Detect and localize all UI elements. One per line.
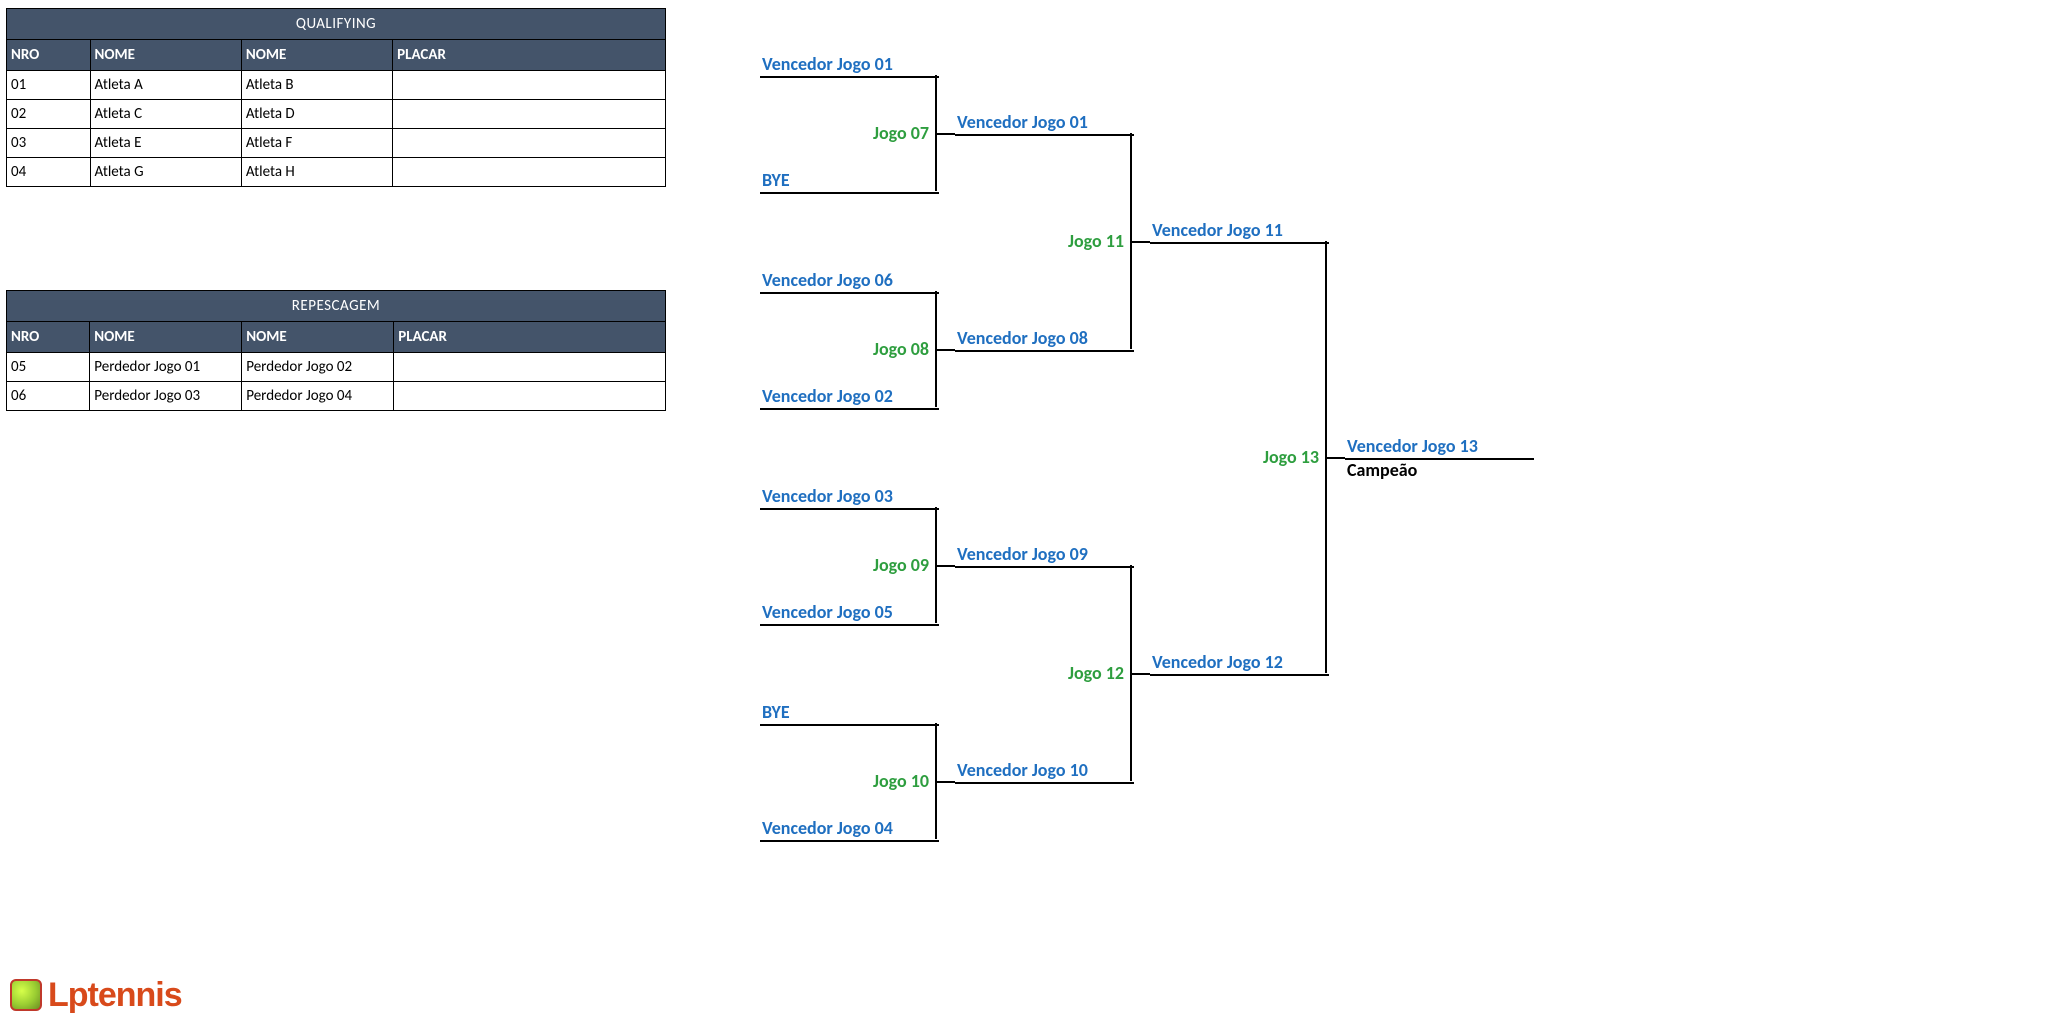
bracket-game-label: Jogo 09 bbox=[760, 554, 929, 576]
table-row: 03 Atleta E Atleta F bbox=[7, 129, 666, 158]
bracket-diagram: Vencedor Jogo 01 BYE Jogo 07 Vencedor Jogo … bbox=[760, 55, 2040, 995]
bracket-game-label: Jogo 13 bbox=[1150, 446, 1319, 468]
cell: Atleta F bbox=[241, 129, 392, 158]
bracket-player: Vencedor Jogo 12 bbox=[1150, 651, 1329, 676]
bracket-player: Vencedor Jogo 04 bbox=[760, 817, 939, 842]
bracket-champion-label: Campeão bbox=[1345, 459, 1417, 481]
cell: Atleta D bbox=[241, 100, 392, 129]
bracket-connector bbox=[935, 349, 955, 351]
table-row: 06 Perdedor Jogo 03 Perdedor Jogo 04 bbox=[7, 382, 666, 411]
cell bbox=[393, 158, 666, 187]
cell: Atleta C bbox=[90, 100, 241, 129]
cell: 06 bbox=[7, 382, 90, 411]
bracket-player: Vencedor Jogo 11 bbox=[1150, 219, 1329, 244]
cell: 01 bbox=[7, 71, 91, 100]
cell bbox=[394, 382, 666, 411]
cell: Atleta E bbox=[90, 129, 241, 158]
lptennis-logo: Lptennis bbox=[10, 978, 182, 1012]
bracket-game-label: Jogo 07 bbox=[760, 122, 929, 144]
cell: Perdedor Jogo 02 bbox=[242, 353, 394, 382]
cell: Atleta A bbox=[90, 71, 241, 100]
cell: 02 bbox=[7, 100, 91, 129]
col-header: NRO bbox=[7, 40, 91, 71]
logo-text: Lptennis bbox=[48, 978, 182, 1012]
col-header: NOME bbox=[90, 40, 241, 71]
cell: 03 bbox=[7, 129, 91, 158]
bracket-player: Vencedor Jogo 03 bbox=[760, 485, 939, 510]
cell: 04 bbox=[7, 158, 91, 187]
bracket-player: Vencedor Jogo 02 bbox=[760, 385, 939, 410]
cell bbox=[394, 353, 666, 382]
bracket-game-label: Jogo 12 bbox=[955, 662, 1124, 684]
bracket-player: BYE bbox=[760, 701, 939, 726]
bracket-connector bbox=[1130, 673, 1150, 675]
cell: Perdedor Jogo 03 bbox=[90, 382, 242, 411]
col-header: NOME bbox=[90, 322, 242, 353]
table-row: 04 Atleta G Atleta H bbox=[7, 158, 666, 187]
col-header: NRO bbox=[7, 322, 90, 353]
col-header: NOME bbox=[242, 322, 394, 353]
cell: Atleta G bbox=[90, 158, 241, 187]
qualifying-table: QUALIFYING NRO NOME NOME PLACAR 01 Atlet… bbox=[6, 8, 666, 187]
bracket-connector bbox=[1325, 457, 1345, 459]
cell bbox=[393, 100, 666, 129]
bracket-game-label: Jogo 10 bbox=[760, 770, 929, 792]
qualifying-title: QUALIFYING bbox=[7, 9, 666, 40]
cell: Perdedor Jogo 01 bbox=[90, 353, 242, 382]
bracket-game-label: Jogo 11 bbox=[955, 230, 1124, 252]
cell: Atleta B bbox=[241, 71, 392, 100]
bracket-connector bbox=[935, 781, 955, 783]
cell bbox=[393, 71, 666, 100]
col-header: PLACAR bbox=[393, 40, 666, 71]
repescagem-table: REPESCAGEM NRO NOME NOME PLACAR 05 Perde… bbox=[6, 290, 666, 411]
bracket-connector bbox=[1130, 241, 1150, 243]
bracket-player: Vencedor Jogo 01 bbox=[955, 111, 1134, 136]
cell: Atleta H bbox=[241, 158, 392, 187]
table-row: 02 Atleta C Atleta D bbox=[7, 100, 666, 129]
table-row: 05 Perdedor Jogo 01 Perdedor Jogo 02 bbox=[7, 353, 666, 382]
bracket-player: BYE bbox=[760, 169, 939, 194]
col-header: NOME bbox=[241, 40, 392, 71]
bracket-player: Vencedor Jogo 06 bbox=[760, 269, 939, 294]
bracket-connector bbox=[935, 133, 955, 135]
bracket-player: Vencedor Jogo 09 bbox=[955, 543, 1134, 568]
tennis-ball-icon bbox=[10, 979, 42, 1011]
bracket-final-winner: Vencedor Jogo 13 bbox=[1345, 435, 1534, 460]
cell: Perdedor Jogo 04 bbox=[242, 382, 394, 411]
bracket-connector bbox=[935, 565, 955, 567]
page-root: QUALIFYING NRO NOME NOME PLACAR 01 Atlet… bbox=[0, 0, 2058, 1030]
bracket-game-label: Jogo 08 bbox=[760, 338, 929, 360]
bracket-player: Vencedor Jogo 10 bbox=[955, 759, 1134, 784]
bracket-player: Vencedor Jogo 08 bbox=[955, 327, 1134, 352]
table-row: 01 Atleta A Atleta B bbox=[7, 71, 666, 100]
repescagem-title: REPESCAGEM bbox=[7, 291, 666, 322]
bracket-player: Vencedor Jogo 05 bbox=[760, 601, 939, 626]
cell bbox=[393, 129, 666, 158]
bracket-player: Vencedor Jogo 01 bbox=[760, 53, 939, 78]
col-header: PLACAR bbox=[394, 322, 666, 353]
cell: 05 bbox=[7, 353, 90, 382]
